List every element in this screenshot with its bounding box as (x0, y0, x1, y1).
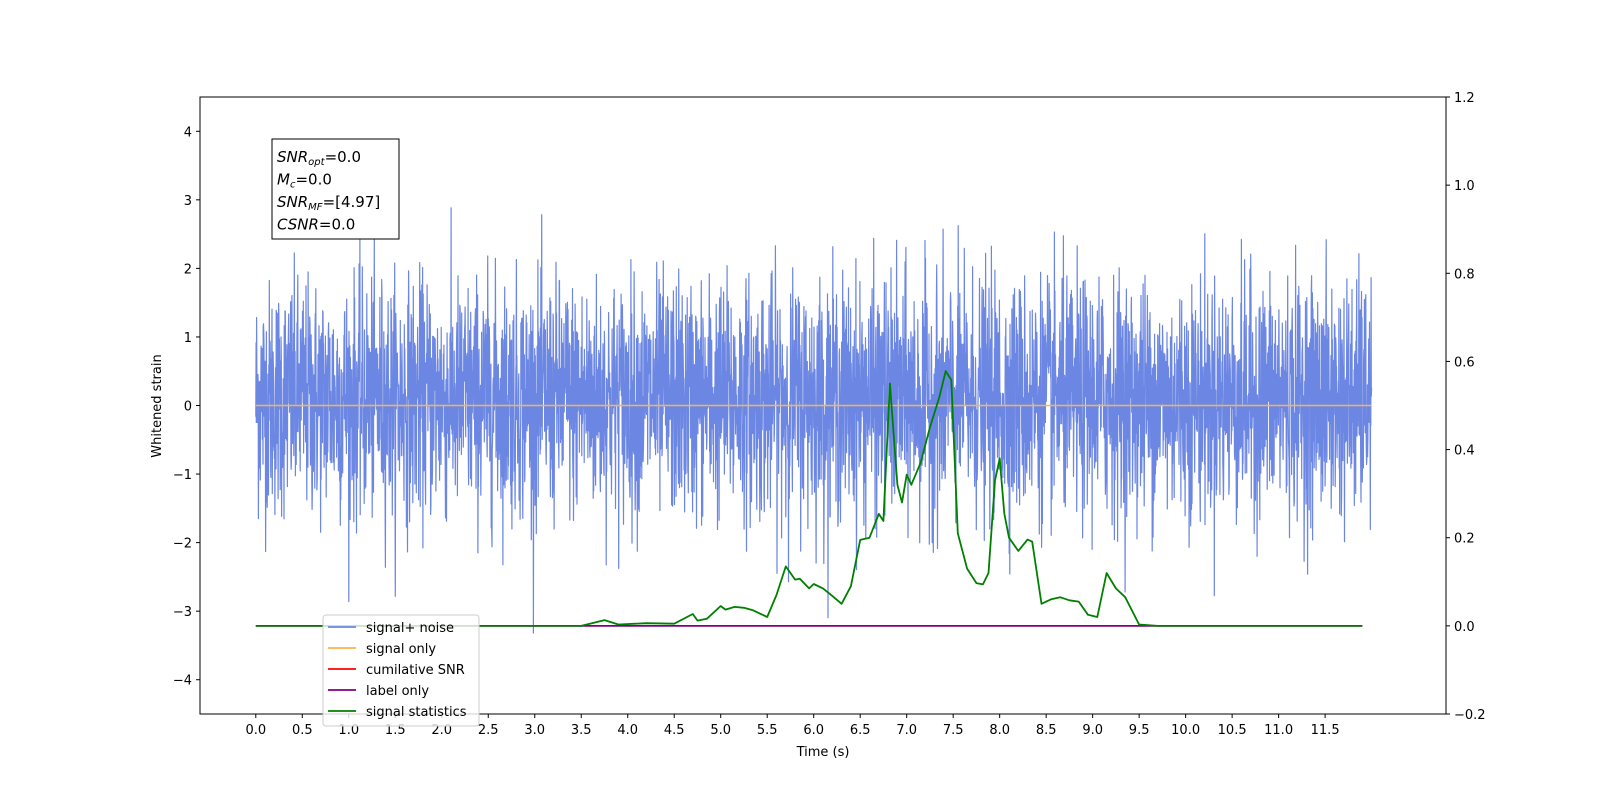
annotation-subscript: c (290, 180, 296, 191)
x-tick-label: 1.5 (385, 723, 406, 738)
annotation-line: Mc=0.0 (277, 171, 332, 191)
signal-noise-line (255, 207, 1373, 634)
y-tick-label: 2 (184, 262, 192, 277)
legend-label: cumilative SNR (366, 663, 465, 678)
x-tick-label: 9.0 (1082, 723, 1103, 738)
series-signal-noise (255, 207, 1373, 634)
x-tick-label: 9.5 (1129, 723, 1150, 738)
x-axis-label: Time (s) (796, 745, 850, 760)
legend-label: signal only (366, 642, 436, 657)
y-axis-label: Whitened strain (150, 354, 165, 457)
x-tick-label: 7.0 (896, 723, 917, 738)
annotation-symbol: M (277, 171, 290, 189)
y-tick-label: −3 (173, 605, 192, 620)
x-tick-label: 4.5 (664, 723, 685, 738)
x-tick-label: 3.5 (571, 723, 592, 738)
annotation-value: =0.0 (325, 148, 361, 166)
y-tick-label: 4 (184, 125, 192, 140)
x-tick-label: 0.5 (292, 723, 313, 738)
annotation-line: SNRopt=0.0 (277, 148, 361, 168)
legend-frame (322, 614, 480, 727)
annotation-value: =0.0 (319, 216, 355, 234)
legend-label: label only (366, 684, 429, 699)
x-tick-label: 0.0 (245, 723, 266, 738)
x-tick-label: 4.0 (617, 723, 638, 738)
y-tick-label: 0 (184, 400, 192, 415)
legend-label: signal+ noise (366, 621, 454, 636)
legend: signal+ noise signal only cumilative SNR la… (322, 614, 480, 727)
y2-tick-label: 0.0 (1454, 620, 1475, 635)
x-tick-label: 5.5 (757, 723, 778, 738)
y-axis-left: −4 −3 −2 −1 0 1 2 3 4 (173, 125, 200, 689)
y-axis-right: −0.2 0.0 0.2 0.4 0.6 0.8 1.0 1.2 (1446, 91, 1486, 723)
x-tick-label: 7.5 (943, 723, 964, 738)
y2-tick-label: 0.4 (1454, 444, 1475, 459)
annotation-symbol: SNR (277, 148, 308, 166)
x-tick-label: 5.0 (710, 723, 731, 738)
y-tick-label: −4 (173, 674, 192, 689)
x-tick-label: 10.5 (1218, 723, 1247, 738)
y-tick-label: 1 (184, 331, 192, 346)
y-tick-label: −1 (173, 468, 192, 483)
annotation-line: SNRMF=[4.97] (277, 193, 380, 213)
annotation-symbol: SNR (277, 193, 308, 211)
x-tick-label: 8.5 (1036, 723, 1057, 738)
x-tick-label: 11.5 (1311, 723, 1340, 738)
y2-tick-label: −0.2 (1454, 708, 1486, 723)
x-tick-label: 8.0 (989, 723, 1010, 738)
annotation-subscript: MF (308, 202, 323, 213)
y2-tick-label: 1.0 (1454, 179, 1475, 194)
y2-tick-label: 0.8 (1454, 267, 1475, 282)
annotation-symbol: CSNR (277, 216, 319, 234)
y-tick-label: 3 (184, 194, 192, 209)
x-tick-label: 3.0 (524, 723, 545, 738)
annotation-value: =[4.97] (323, 193, 381, 211)
x-axis: 0.0 0.5 1.0 1.5 2.0 2.5 3.0 3.5 4.0 4.5 5.0 5.5 6.0 6… (245, 714, 1340, 738)
x-tick-label: 6.5 (850, 723, 871, 738)
annotation-value: =0.0 (295, 171, 331, 189)
y2-tick-label: 1.2 (1454, 91, 1475, 106)
x-tick-label: 10.0 (1171, 723, 1200, 738)
x-tick-label: 6.0 (803, 723, 824, 738)
x-tick-label: 11.0 (1264, 723, 1293, 738)
x-tick-label: 2.0 (431, 723, 452, 738)
annotation-frame (271, 138, 400, 240)
signal-statistics-line (255, 370, 1363, 627)
y2-tick-label: 0.2 (1454, 532, 1475, 547)
legend-label: signal statistics (366, 705, 467, 720)
y2-tick-label: 0.6 (1454, 355, 1475, 370)
annotation-line: CSNR=0.0 (277, 216, 355, 234)
y-tick-label: −2 (173, 537, 192, 552)
annotation-subscript: opt (308, 157, 325, 168)
x-tick-label: 2.5 (478, 723, 499, 738)
x-tick-label: 1.0 (338, 723, 359, 738)
